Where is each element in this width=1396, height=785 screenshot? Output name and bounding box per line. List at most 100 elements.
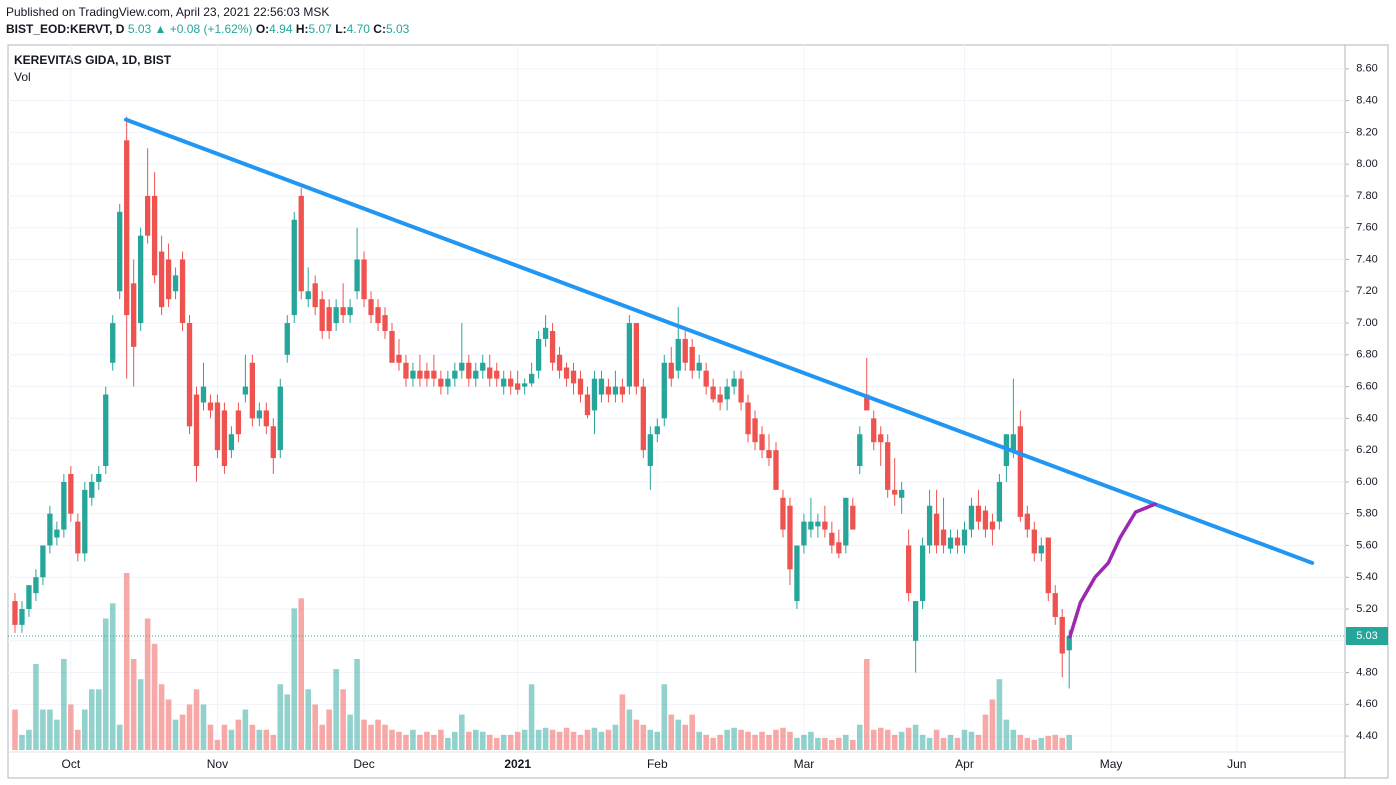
candle-body (975, 505, 982, 522)
volume-bar (766, 734, 772, 750)
volume-bar (982, 714, 989, 750)
candle-body (703, 370, 709, 387)
candle-body (961, 529, 968, 546)
y-tick-label: 5.40 (1356, 571, 1377, 583)
candle-body (431, 370, 437, 379)
candle-body (787, 505, 793, 570)
candle-body (752, 418, 758, 443)
volume-bar (549, 729, 556, 750)
volume-bar (1024, 737, 1031, 750)
candle-body (682, 338, 688, 363)
candle-body (899, 489, 905, 498)
l: 4.70 (346, 22, 370, 36)
candle-body (186, 323, 193, 427)
candle-body (438, 378, 444, 387)
volume-bar (459, 714, 465, 750)
candle-body (256, 410, 262, 419)
candle-body (717, 394, 723, 403)
candle-body (724, 386, 730, 400)
candle-body (508, 378, 514, 387)
volume-bar (996, 679, 1003, 750)
quote-line: BIST_EOD:KERVT, D 5.03 ▲ +0.08 (+1.62%) … (6, 21, 409, 38)
volume-bar (514, 731, 521, 750)
volume-bar (696, 731, 702, 750)
y-tick-label: 5.60 (1356, 539, 1377, 551)
volume-bar (82, 709, 88, 750)
volume-bar (682, 724, 689, 750)
volume-bar (109, 603, 116, 750)
volume-bar (577, 734, 584, 750)
volume-bar (123, 573, 130, 750)
candle-body (640, 386, 646, 451)
volume-bar (284, 694, 291, 750)
c: 5.03 (385, 22, 410, 36)
volume-bar (263, 729, 270, 750)
candle-body (1010, 434, 1017, 451)
volume-bar (605, 729, 612, 750)
candle-body (137, 235, 144, 324)
candle-body (1038, 545, 1044, 554)
volume-bar (389, 729, 395, 750)
volume-bar (228, 729, 235, 750)
volume-bar (752, 734, 758, 750)
candle-body (926, 505, 933, 546)
y-tick-label: 6.80 (1356, 349, 1377, 361)
candle-body (654, 426, 660, 435)
volume-bar (68, 704, 74, 750)
volume-bar (347, 714, 353, 750)
volume-bar (940, 737, 947, 750)
volume-bar (368, 724, 374, 750)
candle-body (905, 545, 912, 594)
candle-body (563, 367, 570, 379)
volume-bar (794, 737, 800, 750)
volume-bar (298, 598, 305, 750)
volume-bar (88, 689, 95, 750)
candle-body (368, 299, 374, 316)
volume-bar (710, 737, 716, 750)
y-tick-label: 4.40 (1356, 730, 1377, 742)
candle-body (354, 259, 360, 292)
volume-bar (898, 731, 905, 750)
candle-body (228, 434, 235, 451)
volume-bar (661, 684, 668, 750)
change: +0.08 (+1.62%) (169, 22, 253, 36)
volume-bar (19, 734, 25, 750)
candle-body (89, 481, 95, 498)
volume-bar (815, 737, 821, 750)
c-label: C: (373, 22, 386, 36)
candle-body (361, 259, 367, 300)
trendline (123, 117, 1315, 565)
volume-bar (801, 734, 807, 750)
volume-bar (1010, 729, 1017, 750)
volume-bar (319, 724, 325, 750)
candle-body (33, 577, 39, 594)
candle-body (989, 521, 996, 530)
frame (7, 44, 1389, 779)
y-tick-label: 6.00 (1356, 476, 1377, 488)
volume-bar (200, 704, 207, 750)
y-tick-label: 6.40 (1356, 412, 1377, 424)
candle-body (291, 219, 297, 316)
candle-body (808, 521, 814, 530)
candle-body (647, 434, 653, 467)
volume-bar (535, 729, 542, 750)
volume-bar (633, 719, 640, 750)
volume-bar (787, 731, 793, 750)
candle-body (982, 510, 989, 530)
candle-body (815, 521, 821, 527)
volume-bar (403, 734, 409, 750)
volume-bar (1003, 719, 1010, 750)
volume-bar (745, 731, 751, 750)
volume-bar (382, 724, 388, 750)
candle-body (912, 601, 919, 641)
x-tick-label: Mar (794, 757, 815, 771)
candle-body (549, 330, 556, 363)
volume-bar (256, 729, 263, 750)
candle-body (528, 373, 535, 384)
volume-bar (647, 729, 654, 750)
volume-bar (570, 731, 577, 750)
volume-bar (452, 731, 458, 750)
candle-body (731, 378, 737, 387)
candle-body (298, 195, 304, 292)
volume-bar (75, 729, 81, 750)
